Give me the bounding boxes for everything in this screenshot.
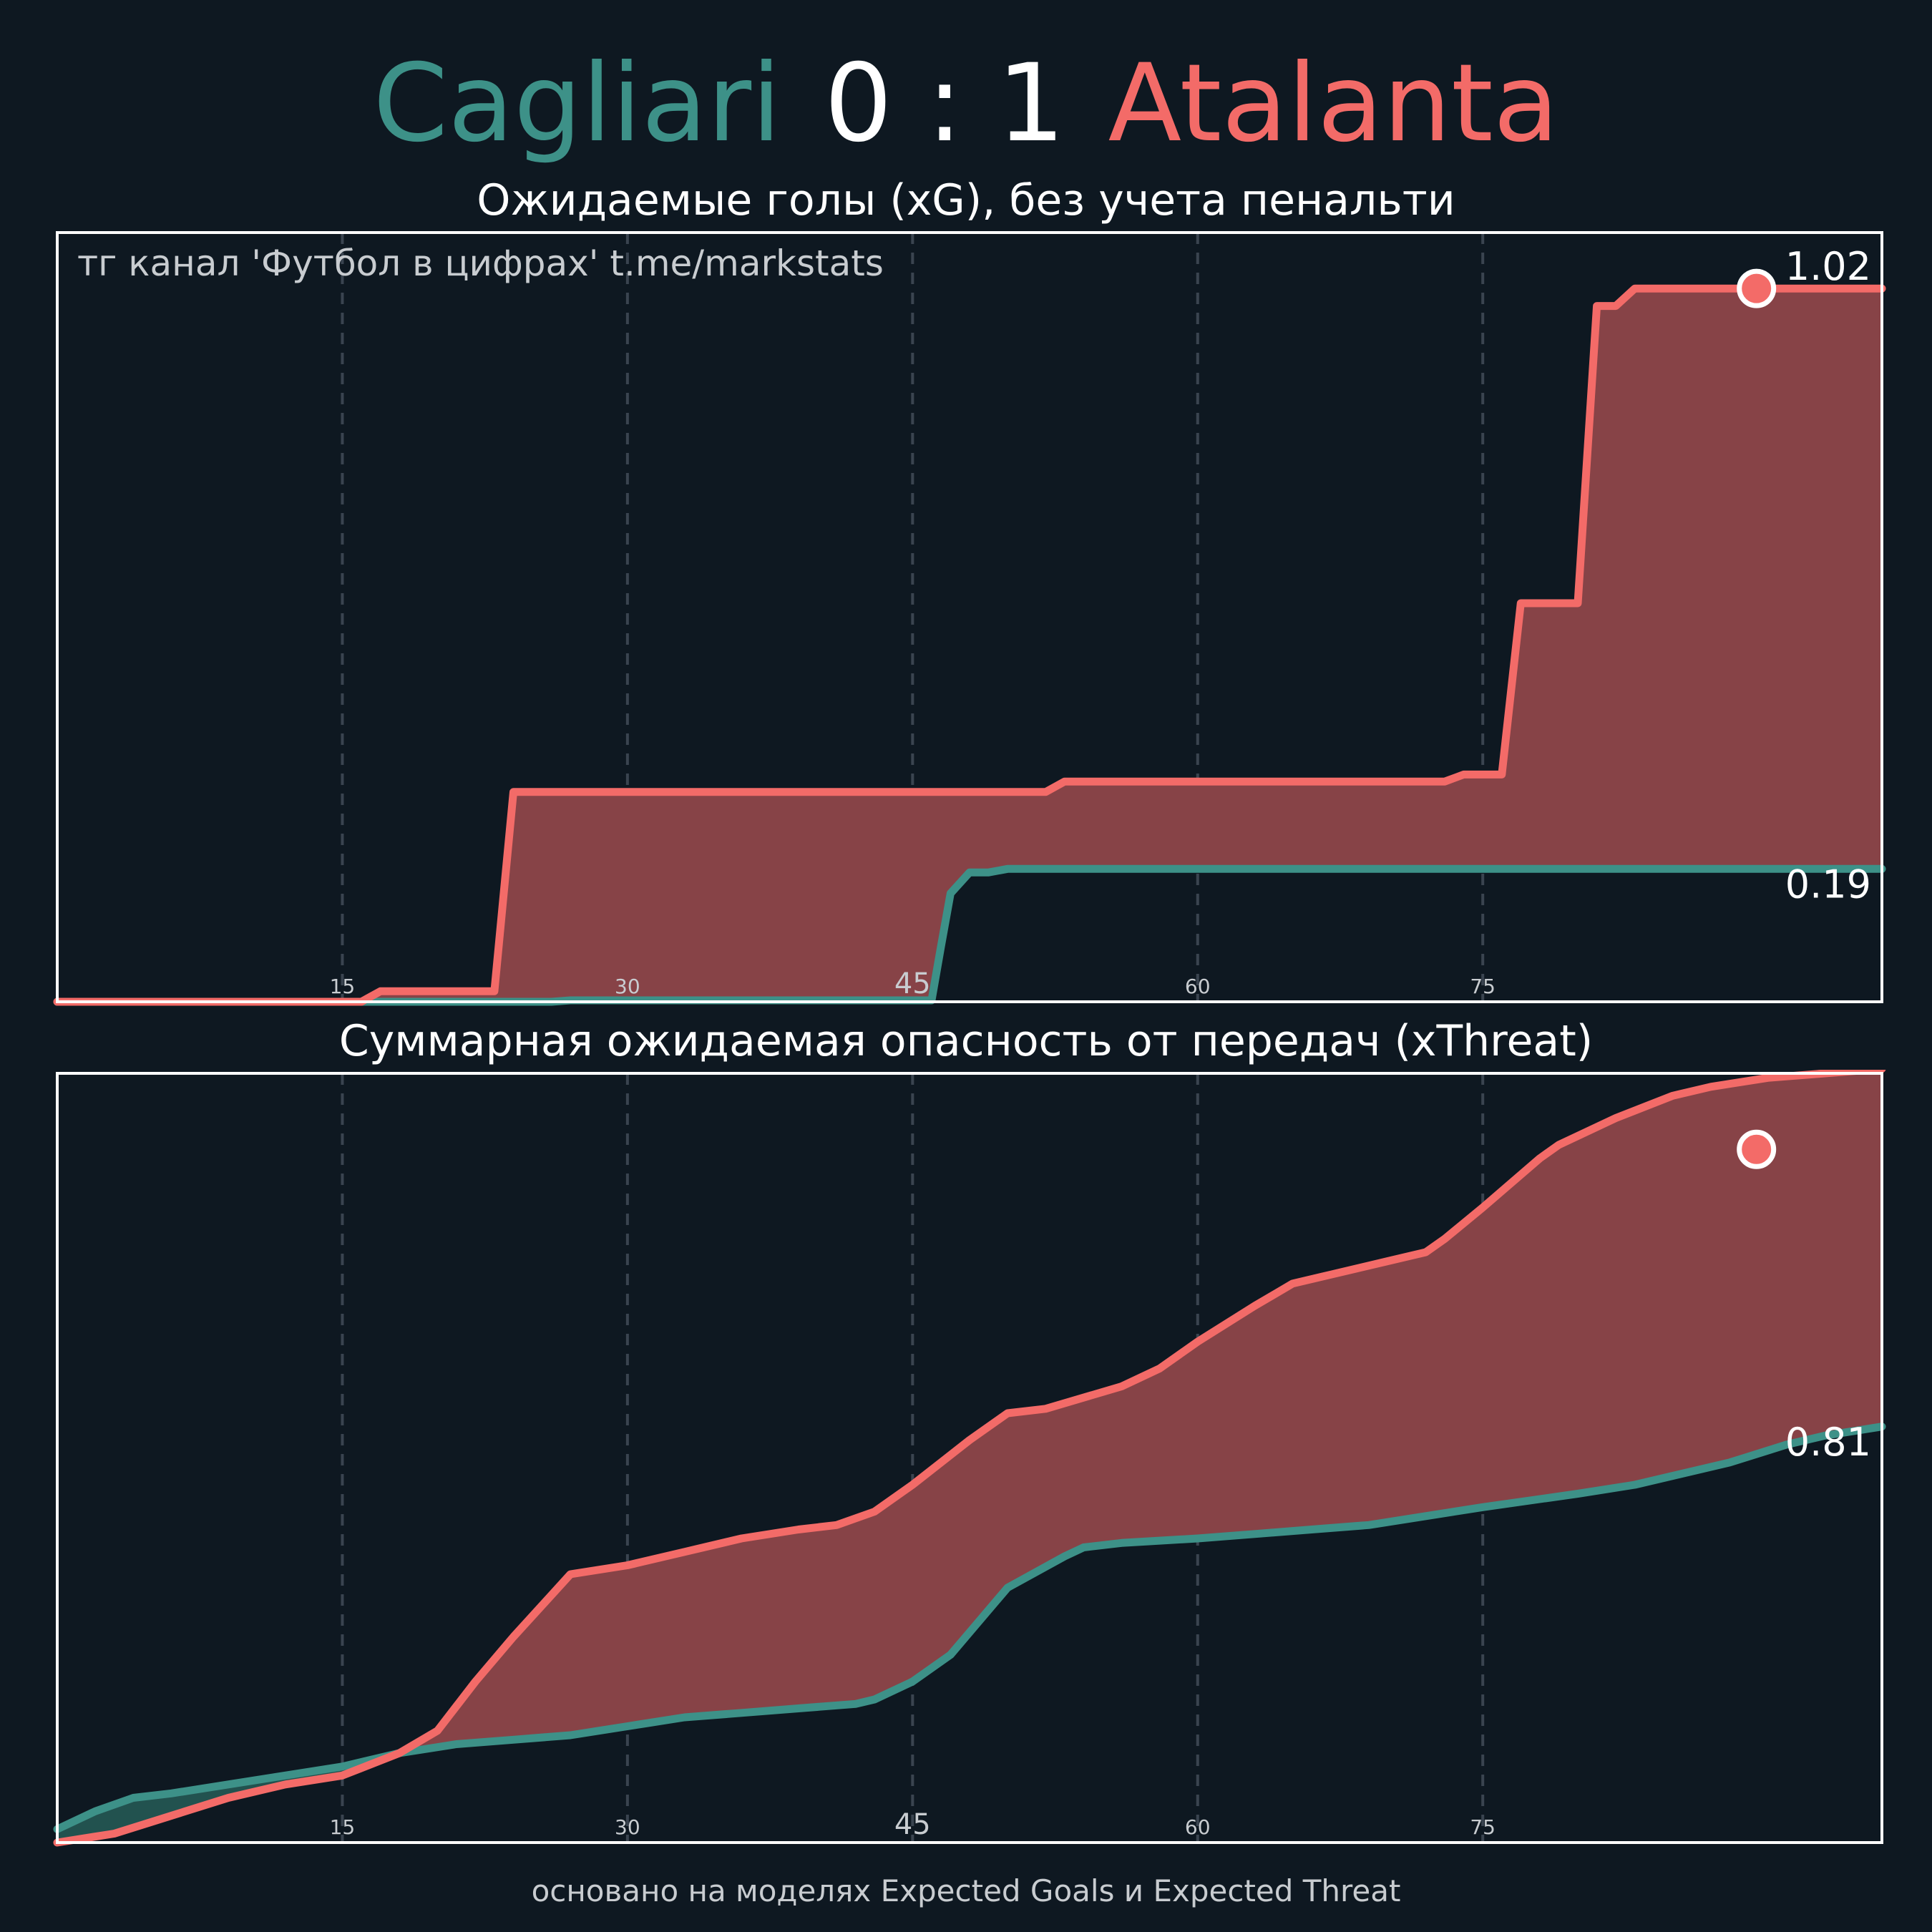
home-team-name: Cagliari <box>373 42 781 166</box>
tick-label-0-4: 75 <box>1470 975 1496 998</box>
plot-frame-0 <box>56 231 1883 1003</box>
end-label-home-0: 0.19 <box>1785 862 1871 907</box>
tick-label-1-1: 30 <box>615 1815 640 1839</box>
fill-away-ahead-0 <box>57 288 1882 1002</box>
series-line-cagliari-1 <box>53 1423 1886 1833</box>
tick-label-1-2: 45 <box>894 1808 931 1841</box>
tick-label-0-1: 30 <box>615 975 640 998</box>
xg-chart: 1.02 0.19 15 30 45 60 75 тг канал 'Футбол в циф… <box>53 231 1886 1006</box>
series-line-atalanta-1 <box>53 1070 1886 1847</box>
tick-label-1-3: 60 <box>1185 1815 1211 1839</box>
fill-away-ahead-1 <box>57 1070 1882 1830</box>
goal-marker-0 <box>1737 268 1777 308</box>
end-label-away-0: 1.02 <box>1785 244 1871 289</box>
xt-chart-title: Суммарная ожидаемая опасность от передач… <box>338 1016 1594 1066</box>
end-label-home-1: 0.81 <box>1785 1420 1871 1465</box>
series-line-atalanta-0 <box>53 284 1886 1006</box>
away-team-name: Atalanta <box>1108 42 1559 166</box>
plot-frame-1 <box>56 1072 1883 1844</box>
watermark-text: тг канал 'Футбол в цифрах' t.me/markstat… <box>77 243 884 284</box>
tick-label-0-0: 15 <box>330 975 356 998</box>
tick-label-1-4: 75 <box>1470 1815 1496 1839</box>
match-header: Cagliari 0 : 1 Atalanta <box>0 36 1932 172</box>
xg-chart-title: Ожидаемые голы (xG), без учета пенальти <box>477 175 1455 225</box>
tick-label-0-3: 60 <box>1185 975 1211 998</box>
match-score: 0 : 1 <box>824 42 1065 166</box>
tick-label-0-2: 45 <box>894 967 931 1000</box>
goal-marker-1 <box>1737 1129 1777 1169</box>
footer-note: основано на моделях Expected Goals и Exp… <box>531 1873 1401 1908</box>
tick-label-1-0: 15 <box>330 1815 356 1839</box>
